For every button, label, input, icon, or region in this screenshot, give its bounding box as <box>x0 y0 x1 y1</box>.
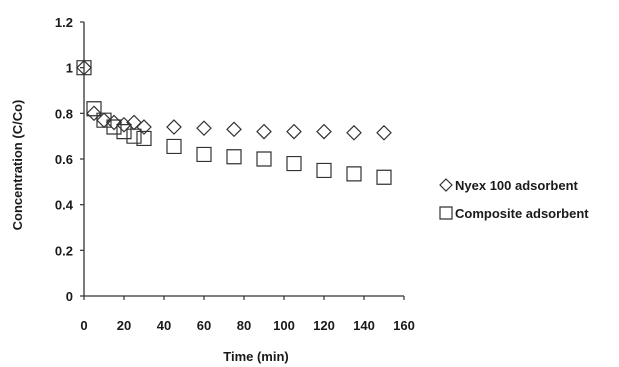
y-tick-label: 1.2 <box>55 15 73 30</box>
data-point-diamond <box>166 119 182 135</box>
data-point-square <box>126 128 142 144</box>
y-tick-label: 0.8 <box>55 106 73 121</box>
data-point-square <box>376 169 392 185</box>
x-tick-label: 20 <box>117 318 131 333</box>
legend: Nyex 100 adsorbent Composite adsorbent <box>439 178 589 221</box>
data-point-diamond <box>346 124 362 141</box>
series-nyex <box>76 59 392 141</box>
y-tick-label: 0.4 <box>55 198 74 213</box>
legend-label-composite: Composite adsorbent <box>455 206 589 221</box>
x-tick-label: 0 <box>80 318 87 333</box>
y-tick-label: 0.2 <box>55 243 73 258</box>
legend-marker-diamond <box>439 178 453 192</box>
legend-item-nyex: Nyex 100 adsorbent <box>439 178 579 193</box>
x-tick-label: 80 <box>237 318 251 333</box>
data-point-square <box>76 60 92 76</box>
x-tick-label: 160 <box>393 318 415 333</box>
x-axis-title: Time (min) <box>223 349 289 364</box>
data-point-diamond <box>286 123 302 140</box>
data-point-diamond <box>256 123 272 140</box>
y-tick-label: 0 <box>66 289 73 304</box>
data-point-square <box>166 138 182 155</box>
data-point-square <box>286 155 302 172</box>
x-tick-label: 60 <box>197 318 211 333</box>
series-composite <box>76 60 392 185</box>
data-point-diamond <box>226 121 242 138</box>
y-axis-title: Concentration (C/Co) <box>10 100 25 231</box>
x-tick-label: 100 <box>273 318 295 333</box>
y-ticks: 0 0.2 0.4 0.6 0.8 1 1.2 <box>55 15 84 304</box>
series-layer <box>76 59 392 185</box>
plot-area: 0 20 40 60 80 100 120 140 160 0 0.2 0.4 0.6 0.8 1 1.2 <box>55 15 415 333</box>
legend-marker-square <box>439 206 453 220</box>
data-point-square <box>346 166 362 182</box>
x-tick-label: 40 <box>157 318 171 333</box>
data-point-square <box>196 146 212 163</box>
y-tick-label: 1 <box>66 61 73 76</box>
x-tick-label: 140 <box>353 318 375 333</box>
data-point-square <box>136 130 152 147</box>
data-point-diamond <box>116 116 132 133</box>
legend-label-nyex: Nyex 100 adsorbent <box>455 178 579 193</box>
data-point-diamond <box>376 124 392 141</box>
data-point-square <box>96 112 112 128</box>
data-point-square <box>116 124 132 140</box>
data-point-square <box>86 101 102 117</box>
data-point-square <box>316 162 332 179</box>
x-ticks: 0 20 40 60 80 100 120 140 160 <box>80 296 415 333</box>
data-point-square <box>106 119 122 135</box>
data-point-diamond <box>86 105 102 122</box>
y-tick-label: 0.6 <box>55 152 73 167</box>
data-point-diamond <box>196 120 212 137</box>
x-tick-label: 120 <box>313 318 335 333</box>
data-point-square <box>256 151 272 167</box>
data-point-square <box>226 149 242 165</box>
data-point-diamond <box>316 123 332 140</box>
data-point-diamond <box>136 119 152 135</box>
legend-item-composite: Composite adsorbent <box>439 206 589 221</box>
